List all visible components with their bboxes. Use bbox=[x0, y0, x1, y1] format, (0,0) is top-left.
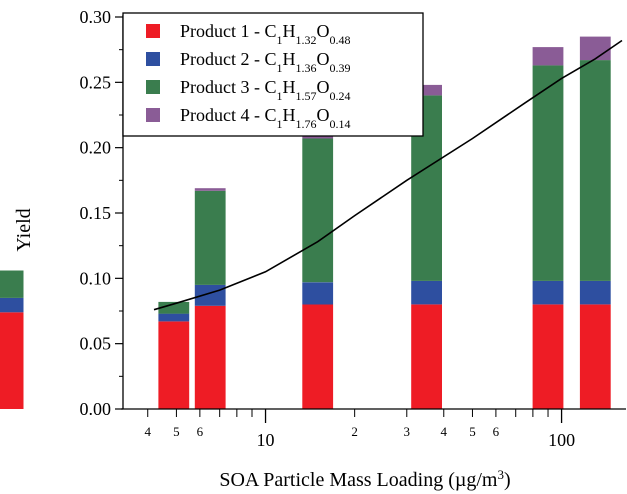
x-major-tick-label: 10 bbox=[257, 430, 275, 450]
legend-box bbox=[122, 12, 424, 137]
x-minor-tick-label: 5 bbox=[173, 424, 180, 439]
bar-product-2-2 bbox=[194, 284, 226, 306]
y-tick-label: 0.25 bbox=[80, 72, 112, 92]
bar-product-3-5 bbox=[532, 65, 564, 281]
legend-label-1: Product 1 - C1H1.32O0.48 bbox=[180, 21, 351, 47]
y-tick-label: 0.15 bbox=[80, 203, 112, 223]
bar-product-3-3 bbox=[302, 138, 334, 283]
legend-swatch-3 bbox=[146, 80, 160, 94]
x-minor-tick-label: 3 bbox=[404, 424, 411, 439]
x-axis-title: SOA Particle Mass Loading (µg/m3) bbox=[219, 467, 510, 492]
y-tick-label: 0.00 bbox=[80, 399, 112, 419]
bar-product-4-4 bbox=[411, 84, 442, 96]
legend-swatch-1 bbox=[146, 24, 160, 38]
bar-product-4-2 bbox=[194, 188, 226, 191]
x-minor-tick-label: 2 bbox=[351, 424, 358, 439]
x-minor-tick-label: 6 bbox=[493, 424, 500, 439]
y-tick-label: 0.20 bbox=[80, 138, 112, 158]
bar-product-3-0 bbox=[158, 301, 190, 314]
bar-product-2-5 bbox=[532, 280, 564, 305]
bar-product-1-4 bbox=[411, 304, 442, 409]
x-minor-tick-label: 4 bbox=[441, 424, 448, 439]
bar-product-4-6 bbox=[579, 36, 611, 61]
bar-product-2-3 bbox=[302, 282, 334, 305]
bar-product-3-6 bbox=[579, 60, 611, 281]
x-minor-tick-label: 6 bbox=[197, 424, 204, 439]
bar-product-2-1 bbox=[0, 297, 24, 313]
bar-product-4-5 bbox=[532, 47, 564, 66]
bar-product-2-0 bbox=[158, 313, 190, 322]
x-minor-tick-label: 5 bbox=[469, 424, 476, 439]
legend-swatch-4 bbox=[146, 108, 160, 122]
bar-product-1-6 bbox=[579, 304, 611, 409]
bar-product-1-5 bbox=[532, 304, 564, 409]
x-minor-tick-label: 4 bbox=[144, 424, 151, 439]
y-axis-title: Yield bbox=[13, 208, 35, 251]
legend-swatch-2 bbox=[146, 52, 160, 66]
x-major-tick-label: 100 bbox=[548, 430, 575, 450]
legend-label-4: Product 4 - C1H1.76O0.14 bbox=[180, 105, 351, 131]
legend-label-2: Product 2 - C1H1.36O0.39 bbox=[180, 49, 351, 75]
bar-product-1-0 bbox=[158, 321, 190, 409]
bar-product-3-2 bbox=[194, 190, 226, 285]
legend-label-3: Product 3 - C1H1.57O0.24 bbox=[180, 77, 351, 103]
bar-product-3-1 bbox=[0, 270, 24, 298]
y-tick-label: 0.30 bbox=[80, 7, 112, 27]
bar-product-1-1 bbox=[0, 312, 24, 409]
bar-product-1-2 bbox=[194, 305, 226, 409]
axes: 0.000.050.100.150.200.250.30110100456234… bbox=[80, 7, 626, 450]
bar-product-2-4 bbox=[411, 280, 442, 305]
y-tick-label: 0.05 bbox=[80, 334, 112, 354]
fit-curve bbox=[153, 39, 623, 311]
y-tick-label: 0.10 bbox=[80, 268, 112, 288]
bar-product-2-6 bbox=[579, 280, 611, 305]
bar-product-1-3 bbox=[302, 304, 334, 409]
